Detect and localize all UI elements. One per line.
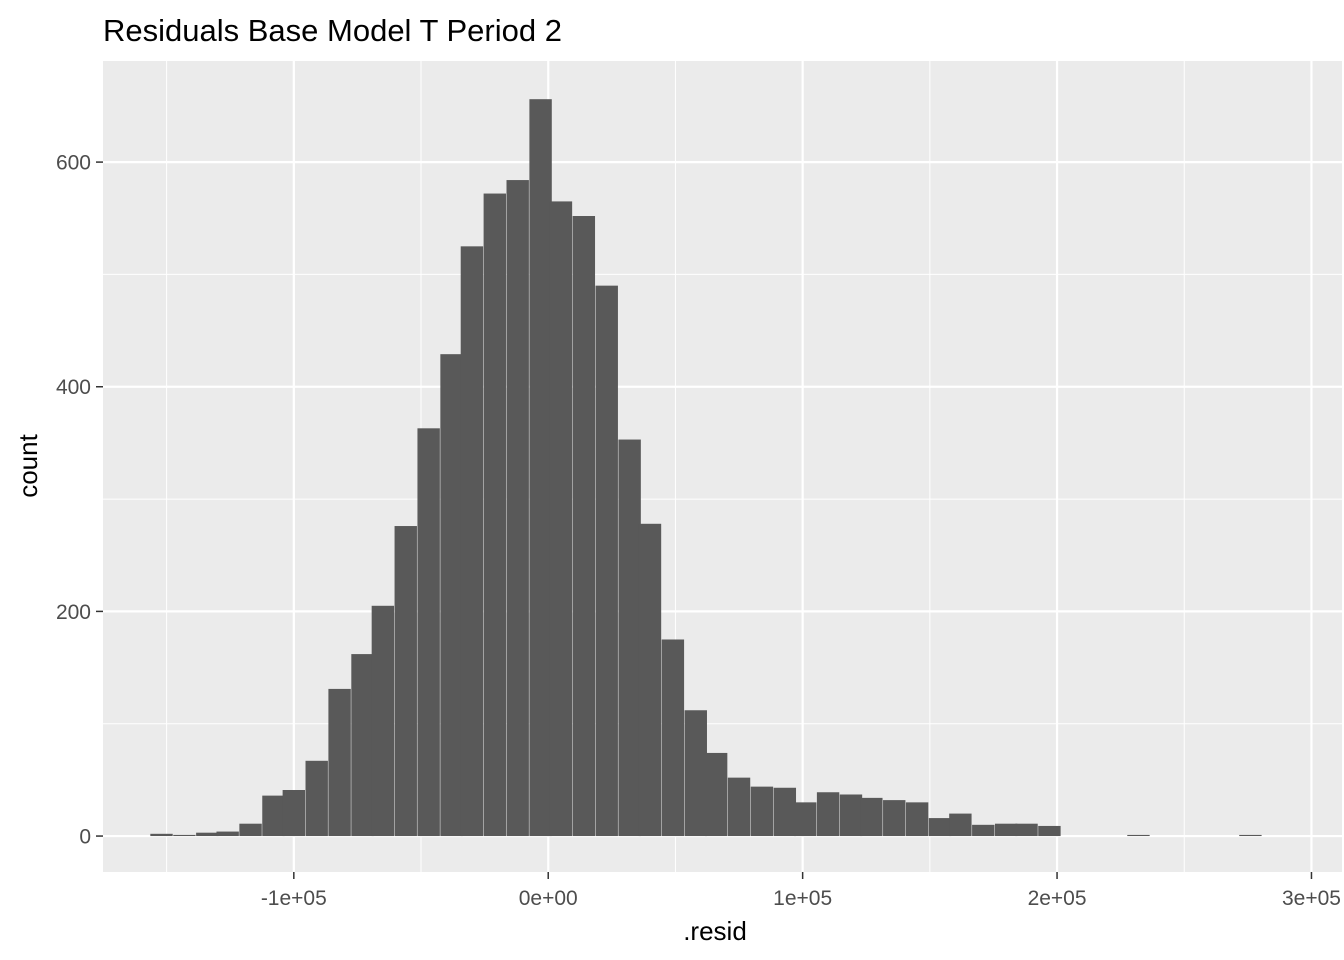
x-tick-label: 3e+05 [1282, 887, 1341, 910]
y-tick-label: 0 [79, 826, 91, 849]
x-axis: -1e+05 0e+00 1e+05 2e+05 3e+05 [261, 872, 1341, 910]
histogram-bar [839, 794, 863, 837]
histogram-bar [506, 180, 529, 837]
histogram-bar [816, 792, 840, 837]
chart-title: Residuals Base Model T Period 2 [103, 13, 562, 48]
x-tick-label: -1e+05 [261, 887, 327, 910]
x-tick-label: 2e+05 [1028, 887, 1087, 910]
y-axis: 0 200 400 600 [56, 152, 103, 849]
histogram-bar [150, 833, 173, 837]
histogram-bar [618, 439, 641, 837]
histogram-bar [440, 354, 463, 837]
y-tick-label: 400 [56, 376, 91, 399]
histogram-bar [1038, 825, 1061, 837]
histogram-bar [595, 285, 618, 837]
histogram-bar [371, 605, 395, 837]
histogram-bar [773, 787, 797, 837]
histogram-bar [704, 752, 728, 837]
x-tick-label: 1e+05 [773, 887, 832, 910]
histogram-bar [572, 216, 596, 837]
histogram-bar [529, 99, 552, 837]
x-axis-title: .resid [683, 916, 747, 946]
histogram-bar [661, 639, 685, 837]
histogram-bar [638, 523, 662, 837]
histogram-bar [883, 800, 906, 837]
histogram-bar [905, 802, 929, 837]
histogram-bar [750, 786, 774, 837]
y-tick-label: 200 [56, 601, 91, 624]
histogram-bar [549, 201, 573, 837]
histogram-bar [1127, 834, 1150, 837]
histogram-bar [949, 813, 972, 837]
histogram-bar [239, 823, 262, 837]
histogram-bar [305, 760, 328, 837]
histogram-bar [972, 824, 995, 837]
histogram-bar [1239, 834, 1262, 837]
grid-minor [103, 61, 1342, 872]
histogram-bar [727, 777, 751, 837]
histogram-bars [150, 99, 1262, 837]
histogram-bar [793, 802, 817, 837]
y-tick-label: 600 [56, 152, 91, 175]
histogram-bar [860, 797, 883, 837]
histogram-bar [1015, 823, 1038, 837]
histogram-bar [173, 834, 196, 837]
histogram-bar [928, 818, 952, 837]
histogram-bar [483, 193, 506, 837]
plot-panel [103, 61, 1342, 872]
histogram-bar [351, 654, 374, 837]
histogram-bar [262, 795, 285, 837]
y-axis-title: count [13, 433, 43, 497]
histogram-bar [460, 246, 484, 837]
histogram-bar [196, 832, 219, 837]
histogram-bar [282, 790, 306, 837]
histogram-bar [394, 526, 417, 837]
histogram-bar [684, 710, 707, 837]
histogram-bar [417, 428, 440, 837]
histogram-bar [994, 823, 1018, 837]
histogram-bar [216, 831, 239, 837]
histogram-bar [328, 688, 351, 837]
x-tick-label: 0e+00 [519, 887, 578, 910]
